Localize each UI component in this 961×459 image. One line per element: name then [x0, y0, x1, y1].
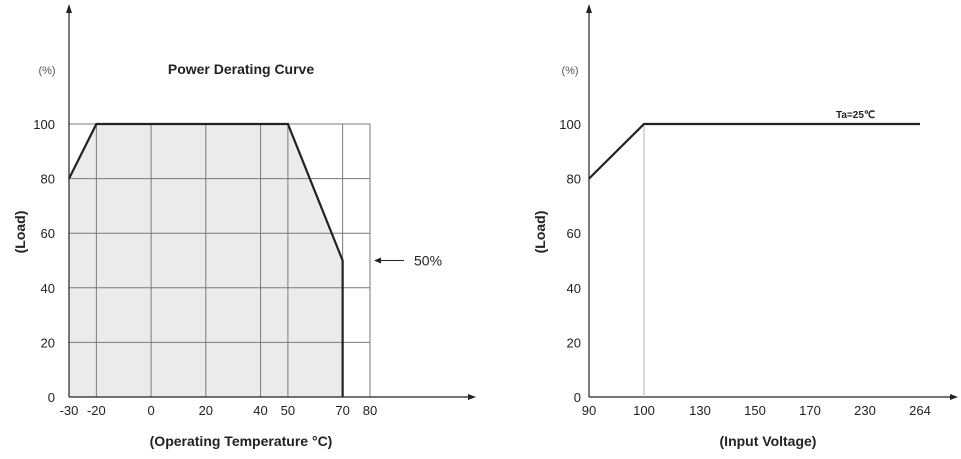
x-axis-title: (Input Voltage)	[720, 433, 817, 449]
y-tick-label: 80	[567, 172, 581, 187]
y-unit-label: (%)	[561, 65, 578, 77]
x-tick-label: 50	[281, 403, 295, 418]
y-axis-arrow	[66, 4, 72, 13]
x-tick-label: 0	[147, 403, 154, 418]
load-series-line	[588, 122, 920, 180]
y-tick-label: 40	[567, 281, 581, 296]
x-tick-label: 170	[799, 403, 821, 418]
y-unit-label: (%)	[38, 65, 55, 77]
x-tick-label: 130	[689, 403, 711, 418]
y-axis-title: (Load)	[12, 211, 28, 254]
y-tick-label: 20	[567, 335, 581, 350]
x-tick-label: 80	[363, 403, 377, 418]
y-tick-label: 20	[41, 335, 55, 350]
y-tick-label: 100	[559, 117, 581, 132]
y-tick-label: 100	[33, 117, 55, 132]
x-axis-arrow	[468, 394, 476, 400]
y-axis-title: (Load)	[532, 211, 548, 254]
y-tick-label: 0	[574, 390, 581, 405]
x-tick-label: 100	[633, 403, 655, 418]
y-tick-label: 40	[41, 281, 55, 296]
x-tick-label: -30	[60, 403, 79, 418]
derating-series-line	[68, 122, 344, 397]
x-tick-label: 40	[253, 403, 267, 418]
x-axis-arrow	[950, 394, 958, 400]
x-tick-label: 150	[744, 403, 766, 418]
x-axis-title: (Operating Temperature °C)	[150, 433, 333, 449]
x-tick-label: 264	[909, 403, 931, 418]
x-tick-label: 90	[582, 403, 596, 418]
annotation-50-percent: 50%	[414, 253, 442, 269]
y-axis-arrow	[586, 4, 592, 13]
x-tick-label: 230	[854, 403, 876, 418]
chart-title: Power Derating Curve	[168, 61, 314, 77]
x-tick-label: 70	[335, 403, 349, 418]
y-tick-label: 80	[41, 172, 55, 187]
y-tick-label: 60	[41, 226, 55, 241]
x-tick-label: -20	[87, 403, 106, 418]
annotation-arrow-head	[374, 257, 381, 264]
y-tick-label: 60	[567, 226, 581, 241]
ambient-temp-annotation: Ta=25℃	[836, 110, 875, 121]
y-tick-label: 0	[48, 390, 55, 405]
x-tick-label: 20	[199, 403, 213, 418]
